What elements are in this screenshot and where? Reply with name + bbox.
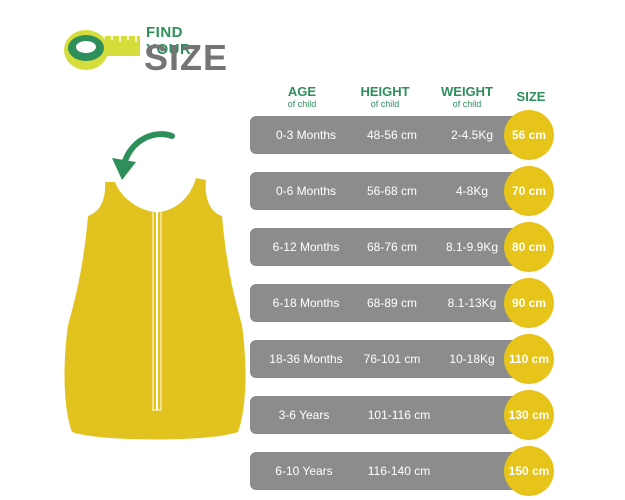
- header-size: SIZE: [508, 89, 554, 104]
- logo-text-size: SIZE: [144, 37, 229, 78]
- header-age-title: AGE: [287, 84, 317, 99]
- row-age: 0-3 Months: [275, 128, 337, 142]
- row-weight: 2-4.5Kg: [450, 128, 494, 142]
- size-row: 0-6 Months 56-68 cm 4-8Kg: [250, 172, 518, 210]
- row-height: 68-89 cm: [366, 296, 418, 310]
- row-age: 3-6 Years: [278, 408, 330, 422]
- row-age: 6-12 Months: [272, 240, 340, 254]
- header-age: AGE of child: [272, 84, 332, 110]
- row-height: 76-101 cm: [363, 352, 421, 366]
- row-age: 6-18 Months: [272, 296, 340, 310]
- row-age: 18-36 Months: [269, 352, 343, 366]
- header-height-sub: of child: [370, 99, 400, 109]
- header-height: HEIGHT of child: [352, 84, 418, 110]
- header-weight: WEIGHT of child: [434, 84, 500, 110]
- row-height: 48-56 cm: [366, 128, 418, 142]
- row-weight: 8.1-13Kg: [447, 296, 497, 310]
- size-row: 6-12 Months 68-76 cm 8.1-9.9Kg: [250, 228, 518, 266]
- header-size-title: SIZE: [516, 89, 546, 104]
- row-age: 6-10 Years: [275, 464, 333, 478]
- row-height: 101-116 cm: [367, 408, 431, 422]
- size-row: 18-36 Months 76-101 cm 10-18Kg: [250, 340, 518, 378]
- row-weight: 10-18Kg: [449, 352, 495, 366]
- header-weight-title: WEIGHT: [441, 84, 493, 99]
- curved-arrow-icon: [112, 131, 175, 180]
- size-row: 6-18 Months 68-89 cm 8.1-13Kg: [250, 284, 518, 322]
- sleep-sack-illustration: [64, 131, 246, 440]
- row-height: 68-76 cm: [366, 240, 418, 254]
- row-height: 56-68 cm: [366, 184, 418, 198]
- logo-text-find-your: FIND YOUR: [146, 24, 192, 58]
- size-badge: 150 cm: [504, 446, 554, 496]
- tape-measure-icon: [64, 30, 140, 70]
- size-badge: 90 cm: [504, 278, 554, 328]
- size-badge: 80 cm: [504, 222, 554, 272]
- size-badge: 70 cm: [504, 166, 554, 216]
- find-your-size-logo: FIND YOUR SIZE: [62, 14, 232, 78]
- size-row: 3-6 Years 101-116 cm: [250, 396, 518, 434]
- size-badge: 130 cm: [504, 390, 554, 440]
- header-weight-sub: of child: [452, 99, 482, 109]
- row-weight: 4-8Kg: [455, 184, 489, 198]
- header-height-title: HEIGHT: [360, 84, 410, 99]
- size-badge: 110 cm: [504, 334, 554, 384]
- sleep-sack-body: [64, 178, 246, 440]
- size-row: 6-10 Years 116-140 cm: [250, 452, 518, 490]
- header-age-sub: of child: [287, 99, 317, 109]
- row-height: 116-140 cm: [367, 464, 431, 478]
- size-row: 0-3 Months 48-56 cm 2-4.5Kg: [250, 116, 518, 154]
- row-weight: 8.1-9.9Kg: [445, 240, 499, 254]
- row-age: 0-6 Months: [275, 184, 337, 198]
- size-badge: 56 cm: [504, 110, 554, 160]
